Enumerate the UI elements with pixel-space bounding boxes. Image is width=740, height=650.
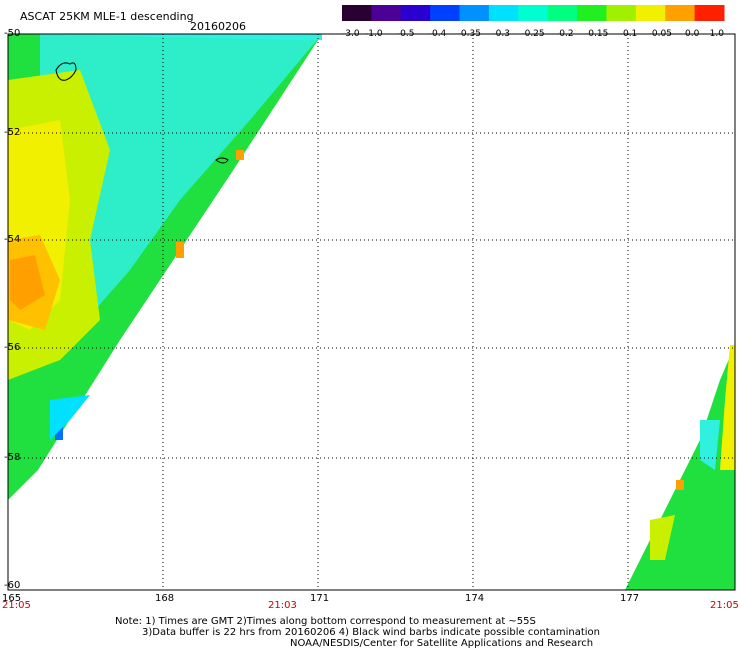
- note-line-3: NOAA/NESDIS/Center for Satellite Applica…: [290, 638, 594, 649]
- time-label-middle: 21:03: [268, 600, 297, 611]
- product-title: ASCAT 25KM MLE-1 descending: [20, 10, 194, 23]
- lon-label: 165: [2, 593, 22, 604]
- colorbar-swatch: [430, 5, 461, 21]
- lat-label: -52: [4, 127, 21, 138]
- note-line-1: Note: 1) Times are GMT 2)Times along bot…: [115, 616, 536, 627]
- time-label-right: 21:05: [710, 600, 739, 611]
- lat-lon-grid: [8, 34, 735, 590]
- colorbar-swatch: [606, 5, 637, 21]
- product-date: 20160206: [190, 20, 246, 33]
- colorbar-swatches: [342, 5, 725, 21]
- lat-label: -56: [4, 342, 21, 353]
- lon-label: 174: [465, 593, 485, 604]
- lat-label: -60: [4, 580, 21, 591]
- colorbar-swatch: [547, 5, 578, 21]
- lat-label: -58: [4, 452, 21, 463]
- lon-label: 177: [620, 593, 640, 604]
- swath-east: [625, 345, 735, 590]
- lon-label: 171: [310, 593, 330, 604]
- lon-label: 168: [155, 593, 175, 604]
- colorbar-swatch: [488, 5, 519, 21]
- note-line-2: 3)Data buffer is 22 hrs from 20160206 4)…: [142, 627, 600, 638]
- lat-label: -54: [4, 234, 21, 245]
- colorbar-swatch: [371, 5, 402, 21]
- lat-label: -50: [4, 28, 21, 39]
- swath-west: [8, 34, 322, 500]
- colorbar-swatch: [400, 5, 431, 21]
- colorbar-swatch: [635, 5, 666, 21]
- colorbar-swatch: [518, 5, 549, 21]
- colorbar-swatch: [342, 5, 372, 21]
- time-label-left: 21:05: [2, 600, 31, 611]
- map-frame: [7, 33, 736, 591]
- colorbar-swatch: [577, 5, 607, 21]
- colorbar-swatch: [665, 5, 696, 21]
- colorbar-swatch: [459, 5, 490, 21]
- colorbar-swatch: [694, 5, 725, 21]
